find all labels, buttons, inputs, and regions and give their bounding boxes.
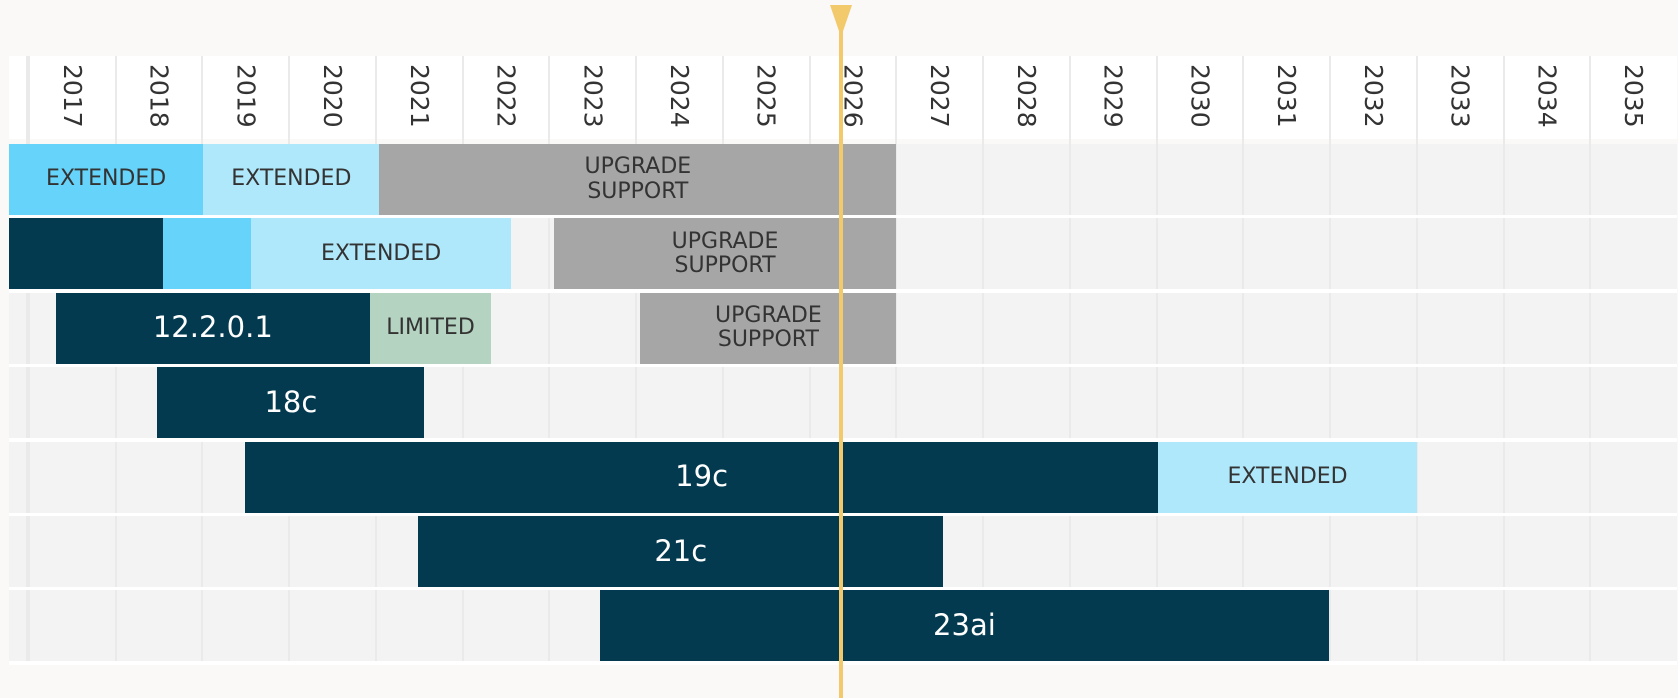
row-separator (9, 587, 1677, 591)
year-label: 2028 (1011, 64, 1041, 128)
bar-segment: UPGRADE SUPPORT (553, 218, 897, 290)
segment-label: 21c (654, 533, 708, 568)
bar-segment: UPGRADE SUPPORT (379, 144, 897, 215)
year-label: 2019 (231, 64, 261, 128)
current-line (838, 30, 843, 698)
year-label: 2025 (751, 64, 781, 128)
segment-label: 18c (264, 384, 318, 419)
grid-line (982, 56, 985, 665)
segment-label: EXTENDED (1227, 464, 1348, 489)
year-label: 2033 (1445, 64, 1475, 128)
bar-segment: 12.2.0.1 (55, 292, 370, 364)
grid-line (1329, 56, 1332, 665)
year-label: 2022 (491, 64, 521, 128)
bar-segment (9, 218, 163, 290)
year-label: 2026 (838, 64, 868, 128)
bar-segment: EXTENDED (1158, 441, 1417, 513)
bar-segment: 23ai (599, 590, 1330, 662)
year-label: 2018 (144, 64, 174, 128)
header-band (9, 56, 1677, 139)
bar-segment: EXTENDED (251, 218, 512, 290)
year-label: 2021 (404, 64, 434, 128)
segment-label: 12.2.0.1 (152, 310, 273, 345)
segment-label: UPGRADE SUPPORT (715, 303, 822, 353)
year-label: 2017 (57, 64, 87, 128)
current-marker (829, 5, 852, 37)
segment-label: EXTENDED (321, 240, 442, 266)
bar-segment: EXTENDED (9, 144, 204, 215)
bar-segment: EXTENDED (203, 144, 380, 215)
segment-label: UPGRADE SUPPORT (584, 154, 692, 204)
row-separator (9, 512, 1677, 516)
segment-label: EXTENDED (231, 166, 352, 192)
segment-label: UPGRADE SUPPORT (671, 228, 779, 278)
row-separator (9, 215, 1677, 219)
bar-segment: LIMITED (369, 292, 492, 364)
bar-segment (162, 218, 251, 290)
grid-line (1502, 56, 1505, 665)
grid-line (635, 56, 638, 665)
year-label: 2020 (318, 64, 348, 128)
grid-line (1155, 56, 1158, 665)
year-label: 2034 (1532, 64, 1562, 128)
grid-line (1068, 56, 1071, 665)
year-label: 2029 (1098, 64, 1128, 128)
row-separator (9, 438, 1677, 442)
segment-label: 23ai (933, 607, 996, 642)
year-label: 2035 (1619, 64, 1649, 128)
bar-segment: UPGRADE SUPPORT (640, 292, 897, 364)
grid-line (27, 56, 30, 665)
segment-label: EXTENDED (46, 166, 167, 192)
year-label: 2032 (1358, 64, 1388, 128)
year-label: 2031 (1272, 64, 1302, 128)
row-separator (9, 289, 1677, 293)
segment-label: LIMITED (386, 315, 475, 341)
grid-line (895, 56, 898, 665)
grid-line (26, 56, 28, 665)
grid-line (548, 56, 551, 665)
grid-line (1242, 56, 1245, 665)
row-separator (9, 661, 1677, 665)
grid-line (1589, 56, 1592, 665)
grid-line (1415, 56, 1418, 665)
bar-segment: 21c (418, 516, 944, 587)
row-separator (9, 363, 1677, 368)
segment-label: 19c (675, 459, 729, 494)
year-label: 2023 (578, 64, 608, 128)
year-label: 2024 (665, 64, 694, 128)
year-label: 2030 (1185, 64, 1215, 128)
year-label: 2027 (925, 64, 955, 128)
bar-segment: 18c (157, 367, 425, 439)
bar-segment: 19c (244, 441, 1159, 513)
